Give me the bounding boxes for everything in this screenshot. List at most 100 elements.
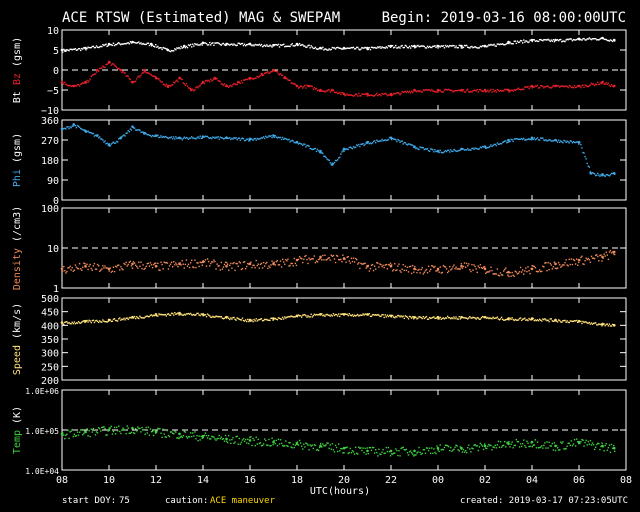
density-density-point — [457, 268, 459, 270]
bt-bz-bt-point — [507, 42, 509, 45]
density-density-point — [552, 266, 555, 268]
speed-speed-point — [317, 314, 320, 316]
bt-bz-bt-point — [571, 39, 574, 42]
density-density-point — [127, 263, 129, 266]
bt-bz-bt-point — [385, 46, 387, 48]
temp-temp-point — [415, 454, 417, 456]
temp-temp-point — [71, 428, 73, 431]
temp-temp-point — [72, 435, 74, 438]
phi-phi-point — [402, 143, 404, 145]
bt-bz-bt-point — [277, 43, 280, 46]
bt-bz-bz-point — [404, 90, 407, 93]
bt-bz-bt-point — [410, 45, 413, 47]
bt-bz-bt-point — [465, 44, 468, 47]
temp-temp-point — [504, 440, 506, 443]
phi-phi-point — [248, 137, 252, 141]
phi-phi-point — [497, 143, 500, 146]
phi-phi-point — [295, 140, 299, 144]
speed-speed-point — [340, 313, 342, 315]
speed-speed-point — [128, 317, 131, 319]
density-density-point — [233, 261, 235, 264]
phi-phi-point — [431, 148, 433, 150]
density-density-point — [488, 271, 490, 273]
density-density-point — [275, 260, 278, 263]
bt-bz-bt-point — [536, 40, 539, 42]
temp-temp-point — [154, 429, 156, 431]
speed-speed-point — [74, 323, 77, 325]
bt-bz-bz-point — [489, 89, 491, 92]
density-density-point — [134, 264, 137, 267]
phi-phi-point — [76, 124, 79, 127]
bt-bz-bt-point — [115, 43, 118, 46]
density-density-point — [490, 266, 492, 268]
temp-temp-point — [371, 446, 374, 449]
bt-bz-bz-point — [430, 90, 432, 92]
speed-speed-point — [325, 314, 327, 316]
temp-temp-point — [483, 443, 486, 445]
bt-bz-bt-point — [611, 40, 614, 43]
temp-temp-point — [338, 443, 340, 445]
speed-speed-point — [146, 315, 148, 317]
bt-bz-bz-point — [351, 94, 354, 97]
bt-bz-bz-point — [128, 77, 131, 80]
speed-speed-point — [161, 313, 163, 316]
bt-bz-bt-point — [335, 47, 338, 49]
phi-phi-point — [129, 128, 132, 130]
bt-bz-bt-point — [105, 43, 107, 45]
density-density-point — [169, 263, 172, 265]
speed-speed-point — [237, 317, 239, 320]
bt-bz-bz-point — [500, 90, 503, 92]
density-density-point — [517, 272, 520, 275]
bt-bz-bz-point — [475, 90, 477, 92]
bt-bz-bz-point — [283, 76, 287, 80]
density-density-point — [538, 269, 541, 271]
phi-phi-point — [225, 136, 228, 140]
density-density-point — [513, 275, 515, 278]
density-density-point — [425, 268, 428, 271]
bt-bz-bz-point — [526, 86, 528, 88]
density-density-point — [268, 265, 270, 267]
bt-bz-bz-point — [472, 90, 474, 92]
temp-temp-point — [407, 454, 410, 456]
bt-bz-bz-point — [309, 85, 311, 87]
density-density-point — [293, 257, 295, 260]
speed-speed-point — [459, 318, 462, 320]
phi-phi-point — [604, 175, 606, 177]
bt-bz-bt-point — [379, 45, 381, 48]
phi-phi-point — [217, 136, 219, 138]
speed-speed-point — [134, 317, 137, 320]
temp-temp-point — [263, 438, 266, 440]
bt-bz-bt-point — [490, 43, 492, 46]
speed-speed-point — [265, 318, 267, 321]
temp-temp-point — [100, 430, 102, 432]
density-density-point — [151, 266, 154, 269]
bt-bz-bz-point — [310, 85, 312, 87]
speed-speed-point — [502, 319, 505, 321]
bt-bz-bz-point — [64, 81, 66, 84]
speed-speed-point — [405, 315, 408, 318]
speed-speed-point — [192, 314, 194, 316]
bt-bz-bt-point — [454, 46, 456, 49]
speed-speed-point — [194, 314, 196, 316]
temp-temp-point — [296, 441, 299, 443]
density-density-point — [197, 262, 199, 264]
bt-bz-bz-point — [554, 84, 557, 88]
speed-speed-point — [242, 319, 245, 322]
temp-temp-point — [320, 442, 322, 445]
speed-speed-point — [283, 318, 285, 320]
bt-bz-bz-point — [415, 90, 417, 92]
temp-temp-point — [228, 434, 230, 437]
bt-bz-bt-point — [238, 42, 241, 45]
phi-phi-point — [419, 146, 421, 148]
bt-bz-bt-point — [103, 44, 105, 47]
density-density-point — [588, 259, 591, 261]
phi-phi-point — [556, 141, 559, 143]
phi-phi-point — [310, 148, 312, 150]
temp-temp-point — [231, 438, 233, 441]
speed-speed-point — [201, 313, 205, 316]
phi-phi-point — [406, 144, 409, 146]
bt-bz-bz-point — [575, 86, 578, 88]
density-density-point — [318, 258, 321, 260]
temp-temp-point — [509, 446, 511, 448]
density-density-point — [290, 262, 292, 265]
